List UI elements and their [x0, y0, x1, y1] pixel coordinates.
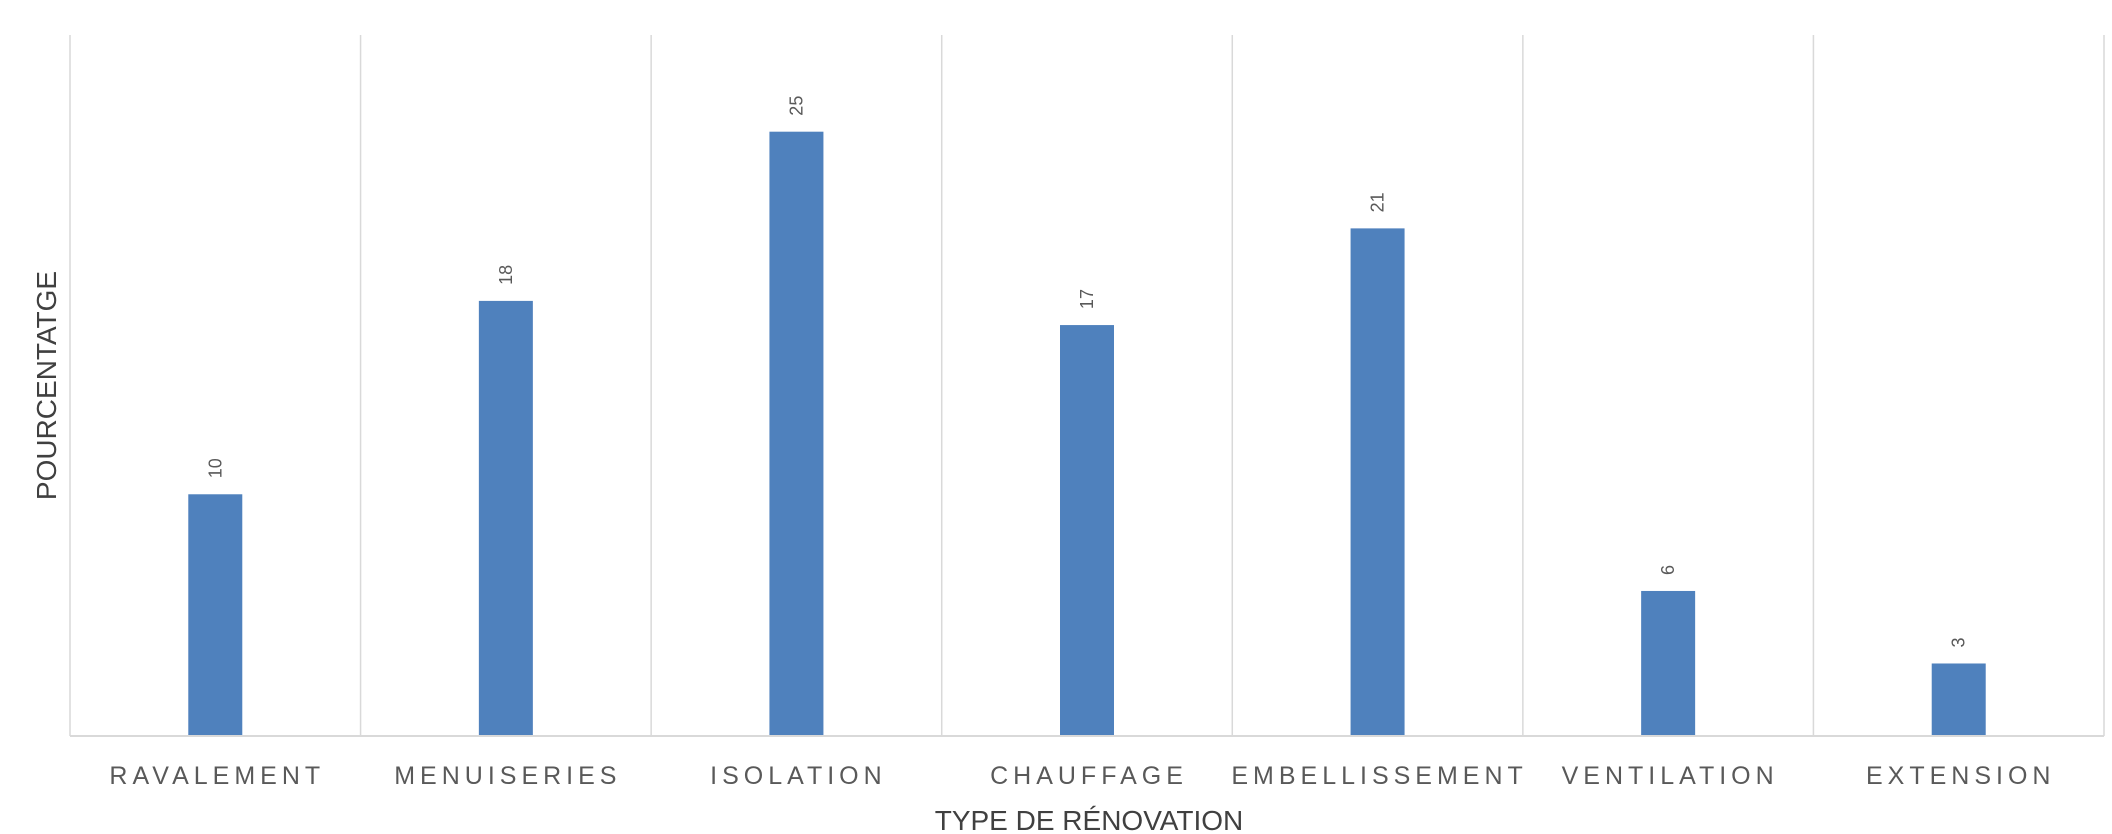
- category-label-embellissement: EMBELLISSEMENT: [1231, 762, 1527, 790]
- data-label-ventilation: 6: [1658, 565, 1678, 575]
- y-axis-title: POURCENTATGE: [31, 271, 62, 500]
- x-axis-title: TYPE DE RÉNOVATION: [935, 805, 1244, 834]
- bar-ravalement: [188, 494, 243, 736]
- category-label-ventilation: VENTILATION: [1562, 762, 1779, 790]
- category-label-ravalement: RAVALEMENT: [109, 762, 325, 790]
- data-label-extension: 3: [1949, 637, 1969, 647]
- bar-series: [188, 131, 1986, 737]
- data-label-isolation: 25: [786, 96, 806, 116]
- data-label-chauffage: 17: [1077, 289, 1097, 309]
- bar-isolation: [769, 131, 824, 737]
- data-label-menuiseries: 18: [496, 265, 516, 285]
- bar-menuiseries: [478, 300, 533, 736]
- data-label-embellissement: 21: [1368, 192, 1388, 212]
- category-gridlines: [69, 35, 2105, 736]
- data-label-ravalement: 10: [205, 458, 225, 478]
- bar-embellissement: [1350, 228, 1405, 736]
- bar-chauffage: [1060, 325, 1114, 736]
- category-label-isolation: ISOLATION: [710, 762, 887, 790]
- bar-ventilation: [1641, 590, 1696, 736]
- bar-extension: [1931, 663, 1986, 736]
- category-label-extension: EXTENSION: [1866, 762, 2055, 790]
- category-label-chauffage: CHAUFFAGE: [990, 762, 1188, 790]
- category-label-menuiseries: MENUISERIES: [394, 762, 621, 790]
- data-labels: 10 18 25 17 21 6 3: [205, 96, 1968, 648]
- category-labels: RAVALEMENT MENUISERIES ISOLATION CHAUFFAGE E…: [109, 762, 2055, 790]
